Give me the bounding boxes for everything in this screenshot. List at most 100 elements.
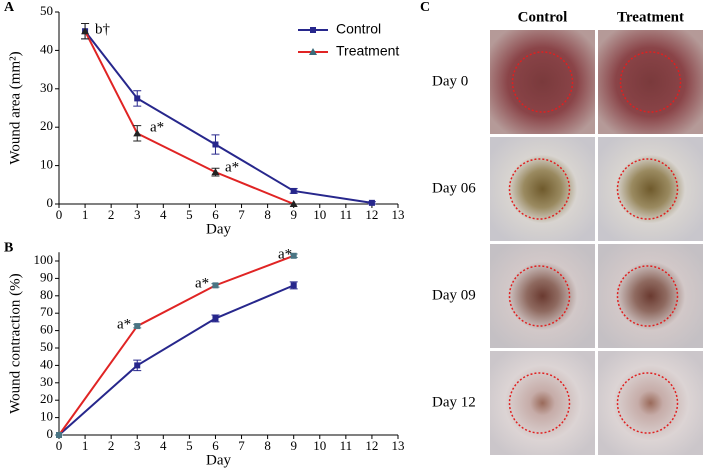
x-tick-label: 7 xyxy=(238,207,245,222)
panel-label: A xyxy=(4,0,15,15)
x-tick-label: 2 xyxy=(108,207,115,222)
wound-photo xyxy=(598,137,703,241)
x-tick-label: 13 xyxy=(392,207,405,222)
y-tick-label: 50 xyxy=(40,3,53,18)
marker xyxy=(289,200,298,207)
marker xyxy=(134,362,141,369)
wound-photo xyxy=(598,30,703,134)
y-tick-label: 0 xyxy=(47,195,54,210)
x-tick-label: 10 xyxy=(313,438,326,453)
wound-outline xyxy=(511,51,574,113)
wound-photo xyxy=(490,30,595,134)
y-tick-label: 10 xyxy=(40,409,53,424)
x-tick-label: 11 xyxy=(340,438,353,453)
x-tick-label: 12 xyxy=(365,207,378,222)
x-tick-label: 11 xyxy=(340,207,353,222)
row-label: Day 12 xyxy=(432,394,476,410)
column-header: Treatment xyxy=(617,9,684,25)
x-tick-label: 1 xyxy=(82,438,89,453)
wound-photo xyxy=(490,244,595,348)
x-tick-label: 6 xyxy=(212,207,219,222)
wound-outline xyxy=(619,51,682,113)
marker xyxy=(290,252,297,259)
wound-outline xyxy=(508,265,571,327)
y-tick-label: 30 xyxy=(40,80,53,95)
y-axis-label: Wound area (mm²) xyxy=(7,51,23,164)
annotation: a* xyxy=(225,159,239,175)
wound-outline xyxy=(616,265,679,327)
annotation: a* xyxy=(195,275,209,291)
marker xyxy=(290,187,297,194)
y-tick-label: 40 xyxy=(40,41,53,56)
x-axis-label: Day xyxy=(206,452,231,468)
x-tick-label: 12 xyxy=(365,438,378,453)
x-tick-label: 10 xyxy=(313,207,326,222)
x-tick-label: 1 xyxy=(82,207,89,222)
wound-photo xyxy=(490,351,595,455)
marker xyxy=(56,432,62,438)
marker xyxy=(290,282,297,289)
wound-outline xyxy=(508,372,571,434)
series-line xyxy=(58,284,295,436)
x-tick-label: 9 xyxy=(290,438,297,453)
marker xyxy=(133,129,142,137)
x-tick-label: 3 xyxy=(134,438,141,453)
annotation: b† xyxy=(95,21,111,37)
row-label: Day 0 xyxy=(432,73,468,89)
x-tick-label: 5 xyxy=(186,207,193,222)
panel-label: C xyxy=(420,0,430,15)
x-tick-label: 0 xyxy=(56,207,63,222)
x-tick-label: 4 xyxy=(160,207,167,222)
y-tick-label: 10 xyxy=(40,157,53,172)
y-tick-label: 0 xyxy=(47,426,54,441)
y-tick-label: 30 xyxy=(40,374,53,389)
x-tick-label: 7 xyxy=(238,438,245,453)
wound-photo xyxy=(598,351,703,455)
x-axis-label: Day xyxy=(206,221,231,237)
wound-photo xyxy=(490,137,595,241)
wound-photo xyxy=(598,244,703,348)
marker xyxy=(134,95,141,102)
series-line xyxy=(84,30,295,205)
panel-label: B xyxy=(4,241,13,256)
marker xyxy=(212,315,219,322)
y-tick-label: 40 xyxy=(40,356,53,371)
marker xyxy=(211,168,220,176)
legend-marker xyxy=(309,48,317,55)
y-tick-label: 80 xyxy=(40,287,53,302)
x-tick-label: 9 xyxy=(290,207,297,222)
x-tick-label: 3 xyxy=(134,207,141,222)
column-header: Control xyxy=(518,9,568,25)
x-tick-label: 8 xyxy=(264,438,271,453)
marker xyxy=(368,199,375,206)
annotation: a* xyxy=(278,246,292,262)
row-label: Day 06 xyxy=(432,180,476,196)
x-tick-label: 8 xyxy=(264,207,271,222)
row-label: Day 09 xyxy=(432,287,476,303)
wound-outline xyxy=(616,158,679,220)
legend-label: Treatment xyxy=(336,43,399,59)
x-tick-label: 2 xyxy=(108,438,115,453)
x-tick-label: 0 xyxy=(56,438,63,453)
y-tick-label: 100 xyxy=(34,252,54,267)
legend-label: Control xyxy=(336,21,381,37)
y-axis-label: Wound contraction (%) xyxy=(7,273,23,413)
series-line xyxy=(58,254,295,436)
wound-outline xyxy=(508,158,571,220)
marker xyxy=(212,282,219,289)
y-tick-label: 70 xyxy=(40,304,53,319)
marker xyxy=(212,141,219,148)
x-tick-label: 6 xyxy=(212,438,219,453)
marker xyxy=(81,27,90,35)
y-tick-label: 60 xyxy=(40,322,53,337)
y-tick-label: 90 xyxy=(40,269,53,284)
annotation: a* xyxy=(150,119,164,135)
x-tick-label: 13 xyxy=(392,438,405,453)
y-tick-label: 50 xyxy=(40,339,53,354)
x-tick-label: 5 xyxy=(186,438,193,453)
legend-marker xyxy=(310,27,316,33)
y-tick-label: 20 xyxy=(40,391,53,406)
y-tick-label: 20 xyxy=(40,118,53,133)
wound-outline xyxy=(616,372,679,434)
